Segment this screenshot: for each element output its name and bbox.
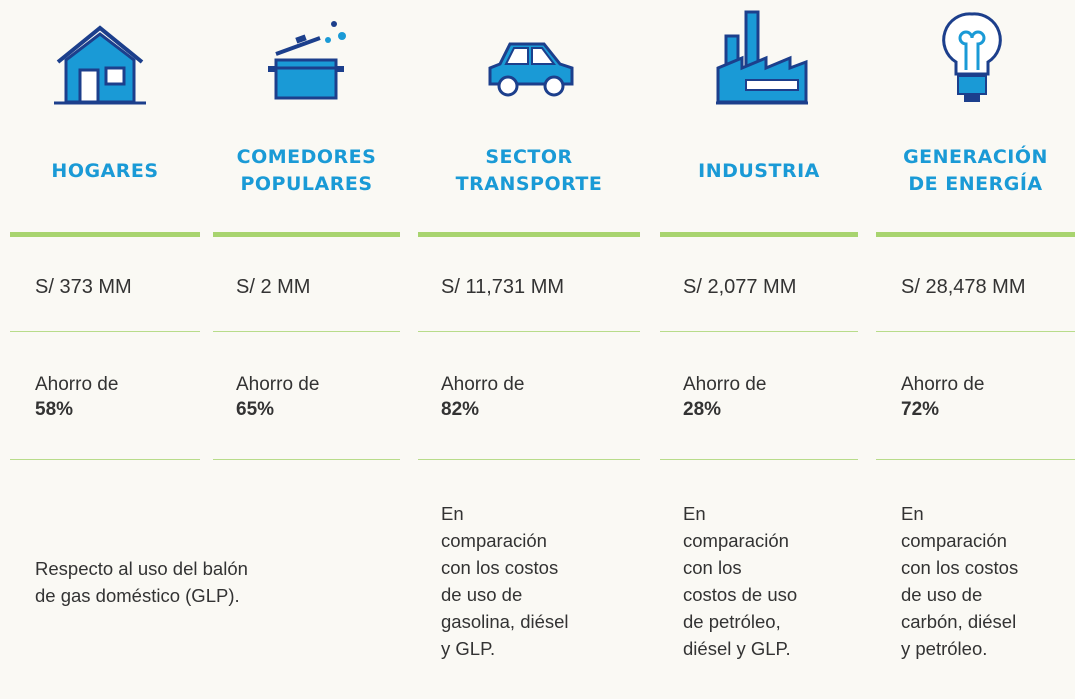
divider-thick (876, 232, 1075, 237)
column-header: TRANSPORTE (455, 173, 603, 195)
note-line: En (901, 503, 924, 524)
saving-value: 82% (441, 399, 480, 420)
divider (418, 459, 640, 460)
pot-icon (268, 21, 346, 100)
note-line: gasolina, diésel (441, 611, 569, 632)
saving-label: Ahorro de (901, 374, 985, 395)
car-icon (488, 42, 574, 97)
column-header: POPULARES (240, 173, 373, 195)
divider (660, 331, 858, 332)
note-line: y petróleo. (901, 638, 988, 659)
saving-value: 72% (901, 399, 940, 420)
amount: S/ 11,731 MM (441, 276, 565, 298)
column-header: SECTOR (485, 146, 573, 168)
column-header: COMEDORES (236, 146, 377, 168)
note-line: comparación (683, 530, 789, 551)
note-line: con los costos (441, 557, 559, 578)
note-line: de uso de (901, 584, 983, 605)
note-line: En (441, 503, 464, 524)
divider-thick (10, 232, 200, 237)
saving-value: 28% (683, 399, 722, 420)
divider (418, 331, 640, 332)
factory-icon (716, 10, 808, 105)
saving-label: Ahorro de (236, 374, 320, 395)
amount: S/ 373 MM (35, 276, 132, 298)
note-line: de uso de (441, 584, 523, 605)
column-header: HOGARES (51, 160, 159, 182)
amount: S/ 2 MM (236, 276, 311, 298)
note-line: de petróleo, (683, 611, 781, 632)
divider (213, 459, 400, 460)
divider-thick (213, 232, 400, 237)
divider (10, 331, 200, 332)
note-line: En (683, 503, 706, 524)
divider (660, 459, 858, 460)
amount: S/ 2,077 MM (683, 276, 797, 298)
note-line: carbón, diésel (901, 611, 1017, 632)
divider (213, 331, 400, 332)
bulb-icon (942, 12, 1002, 102)
amount: S/ 28,478 MM (901, 276, 1026, 298)
note-line: con los costos (901, 557, 1019, 578)
column-header: GENERACIÓN (903, 146, 1048, 168)
house-icon (54, 25, 146, 105)
saving-value: 58% (35, 399, 74, 420)
note-line: comparación (901, 530, 1007, 551)
saving-label: Ahorro de (441, 374, 525, 395)
note-line: y GLP. (441, 638, 496, 659)
column-header: DE ENERGÍA (908, 173, 1043, 195)
divider (10, 459, 200, 460)
divider-thick (660, 232, 858, 237)
note-line: comparación (441, 530, 547, 551)
divider-thick (418, 232, 640, 237)
note-line: diésel y GLP. (683, 638, 791, 659)
shared-note-line: Respecto al uso del balón (35, 558, 248, 579)
saving-label: Ahorro de (35, 374, 119, 395)
note-line: con los (683, 557, 742, 578)
divider (876, 331, 1075, 332)
saving-label: Ahorro de (683, 374, 767, 395)
shared-note-line: de gas doméstico (GLP). (35, 585, 240, 606)
column-header: INDUSTRIA (698, 160, 820, 182)
saving-value: 65% (236, 399, 275, 420)
note-line: costos de uso (683, 584, 798, 605)
divider (876, 459, 1075, 460)
